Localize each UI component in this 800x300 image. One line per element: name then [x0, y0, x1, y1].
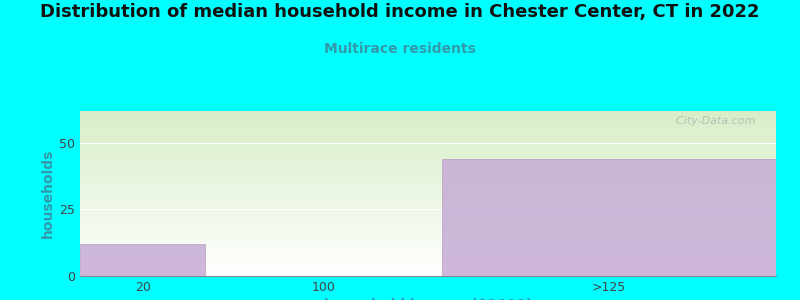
Y-axis label: households: households: [41, 149, 55, 238]
Bar: [80, 244, 206, 276]
Text: City-Data.com: City-Data.com: [669, 116, 755, 126]
X-axis label: household income ($1000): household income ($1000): [324, 298, 532, 300]
Bar: [442, 159, 776, 276]
Text: Multirace residents: Multirace residents: [324, 42, 476, 56]
Text: Distribution of median household income in Chester Center, CT in 2022: Distribution of median household income …: [40, 3, 760, 21]
